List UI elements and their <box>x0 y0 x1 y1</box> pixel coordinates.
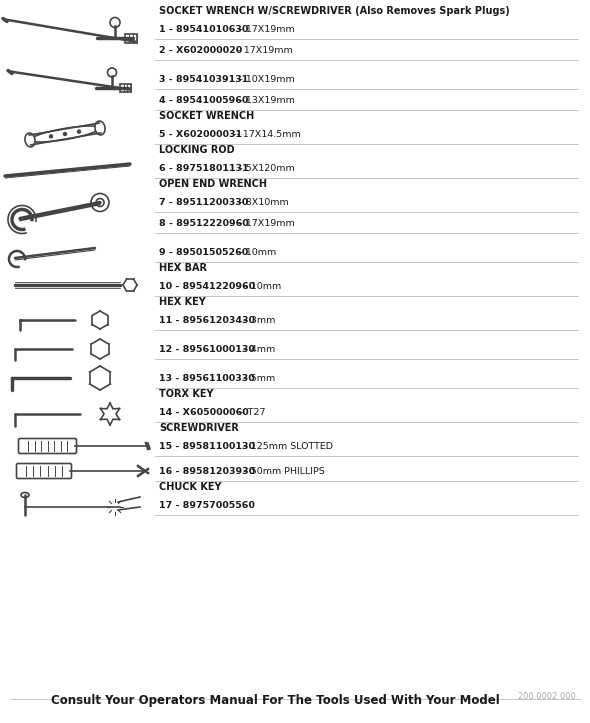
Text: 3 - 89541039131: 3 - 89541039131 <box>159 75 248 84</box>
Text: 11 - 89561203430: 11 - 89561203430 <box>159 316 255 325</box>
Text: – 50mm PHILLIPS: – 50mm PHILLIPS <box>240 467 324 476</box>
Circle shape <box>64 132 67 135</box>
Text: – 3mm: – 3mm <box>240 316 275 325</box>
Text: – 125mm SLOTTED: – 125mm SLOTTED <box>240 442 333 451</box>
Text: 15 - 89581100130: 15 - 89581100130 <box>159 442 255 451</box>
Text: 13 - 89561100330: 13 - 89561100330 <box>159 374 255 383</box>
Text: – 5X120mm: – 5X120mm <box>235 164 294 173</box>
Text: 4 - 89541005960: 4 - 89541005960 <box>159 96 248 105</box>
Text: -- 17X14.5mm: -- 17X14.5mm <box>230 130 300 139</box>
Circle shape <box>77 130 80 133</box>
Text: 6 - 89751801131: 6 - 89751801131 <box>159 164 249 173</box>
Text: -- T27: -- T27 <box>235 408 266 417</box>
Text: 12 - 89561000130: 12 - 89561000130 <box>159 345 255 354</box>
Text: HEX KEY: HEX KEY <box>159 297 206 307</box>
Text: – 17X19mm: – 17X19mm <box>235 25 294 34</box>
Text: – 10X19mm: – 10X19mm <box>235 75 294 84</box>
Text: HEX BAR: HEX BAR <box>159 263 207 273</box>
Text: SOCKET WRENCH: SOCKET WRENCH <box>159 111 254 121</box>
Text: – 17X19mm: – 17X19mm <box>230 46 293 55</box>
Text: – 10mm: – 10mm <box>240 282 281 291</box>
Text: 8 - 89512220960: 8 - 89512220960 <box>159 219 249 228</box>
Ellipse shape <box>25 133 35 147</box>
Text: CHUCK KEY: CHUCK KEY <box>159 482 221 492</box>
Text: – 8X10mm: – 8X10mm <box>235 198 289 207</box>
Text: 200 0002 000: 200 0002 000 <box>518 692 576 701</box>
Text: – 10mm: – 10mm <box>235 248 276 257</box>
Text: LOCKING ROD: LOCKING ROD <box>159 145 235 155</box>
Text: – 17X19mm: – 17X19mm <box>235 219 294 228</box>
Text: Consult Your Operators Manual For The Tools Used With Your Model: Consult Your Operators Manual For The To… <box>51 694 499 707</box>
Text: SOCKET WRENCH W/SCREWDRIVER (Also Removes Spark Plugs): SOCKET WRENCH W/SCREWDRIVER (Also Remove… <box>159 6 510 16</box>
Text: SCREWDRIVER: SCREWDRIVER <box>159 423 239 433</box>
Text: – 5mm: – 5mm <box>240 374 275 383</box>
Ellipse shape <box>95 121 105 135</box>
Text: TORX KEY: TORX KEY <box>159 389 214 399</box>
Text: OPEN END WRENCH: OPEN END WRENCH <box>159 179 267 189</box>
Text: 7 - 89511200330: 7 - 89511200330 <box>159 198 248 207</box>
Text: 5 - X602000031: 5 - X602000031 <box>159 130 242 139</box>
Text: 17 - 89757005560: 17 - 89757005560 <box>159 501 255 510</box>
Text: – 4mm: – 4mm <box>240 345 275 354</box>
Text: 10 - 89541220960: 10 - 89541220960 <box>159 282 255 291</box>
Text: – 13X19mm: – 13X19mm <box>235 96 294 105</box>
Text: 1 - 89541010630: 1 - 89541010630 <box>159 25 248 34</box>
Text: 16 - 89581203930: 16 - 89581203930 <box>159 467 255 476</box>
Text: 9 - 89501505260: 9 - 89501505260 <box>159 248 248 257</box>
Text: 2 - X602000020: 2 - X602000020 <box>159 46 242 55</box>
Circle shape <box>50 135 53 138</box>
Text: 14 - X605000060: 14 - X605000060 <box>159 408 249 417</box>
